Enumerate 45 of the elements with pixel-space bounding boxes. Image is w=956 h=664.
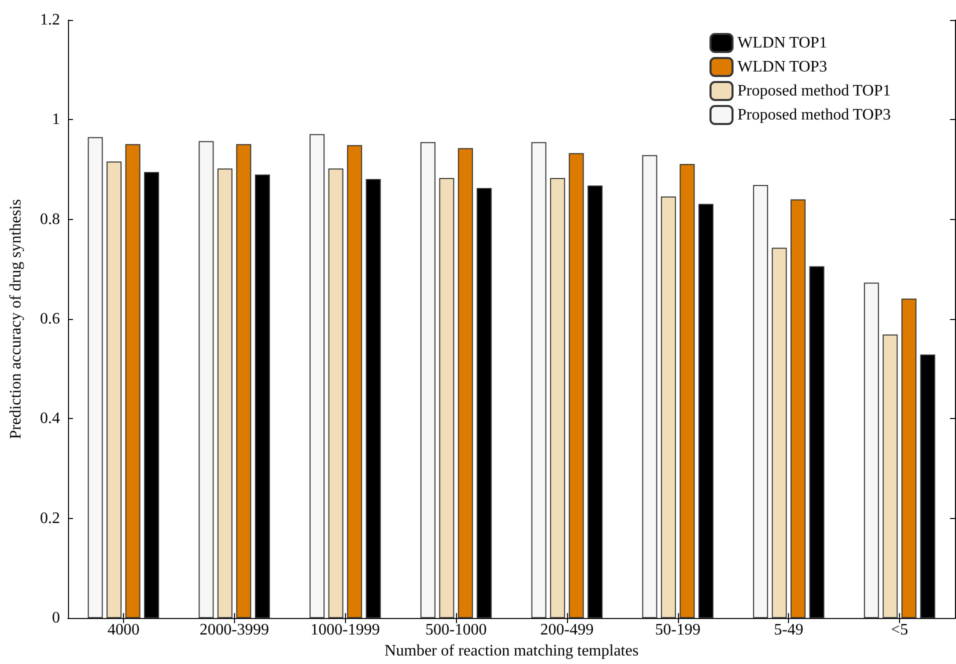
bar	[198, 141, 214, 618]
x-tick-label: 5-49	[774, 622, 804, 639]
bar	[310, 134, 325, 618]
x-tick-label: 500-1000	[425, 622, 487, 639]
bar	[420, 142, 436, 618]
legend-label: WLDN TOP3	[738, 58, 828, 76]
x-axis-title: Number of reaction matching templates	[384, 642, 639, 660]
bar	[864, 282, 879, 618]
bar	[328, 168, 344, 618]
y-tick-label: 0.2	[40, 510, 60, 527]
bar	[217, 168, 232, 618]
bar	[236, 144, 252, 618]
bar	[680, 164, 695, 618]
x-tick-label: 200-499	[540, 622, 594, 639]
bar	[790, 199, 806, 618]
bar	[772, 248, 787, 618]
y-tick-label: 0	[52, 610, 60, 627]
legend-label: Proposed method TOP3	[738, 106, 891, 124]
bar	[531, 142, 546, 618]
bar	[88, 137, 103, 618]
y-tick-label: 0.6	[40, 310, 60, 328]
y-tick-label: 1.2	[40, 12, 60, 28]
y-tick-label: 0.4	[40, 410, 60, 428]
y-tick-label: 0.8	[40, 210, 60, 228]
x-tick-label: 50-199	[655, 622, 700, 639]
bar	[347, 145, 362, 618]
y-axis-title: Prediction accuracy of drug synthesis	[8, 199, 24, 440]
bar	[901, 298, 916, 618]
x-tick-label: <5	[891, 622, 908, 639]
bar	[568, 153, 584, 618]
bar	[660, 196, 676, 618]
bar	[642, 155, 658, 618]
bar	[106, 162, 122, 618]
bar	[439, 178, 454, 618]
bar	[882, 334, 898, 618]
x-tick-label: 4000	[107, 622, 140, 639]
legend-label: Proposed method TOP1	[738, 82, 891, 100]
bar	[458, 148, 473, 618]
x-tick-label: 1000-1999	[310, 622, 380, 639]
y-tick-label: 1	[52, 111, 60, 128]
x-tick-label: 2000-3999	[200, 622, 269, 639]
bar	[550, 178, 566, 618]
bar	[753, 184, 768, 618]
bar	[125, 144, 140, 618]
legend-label: WLDN TOP1	[738, 34, 828, 52]
